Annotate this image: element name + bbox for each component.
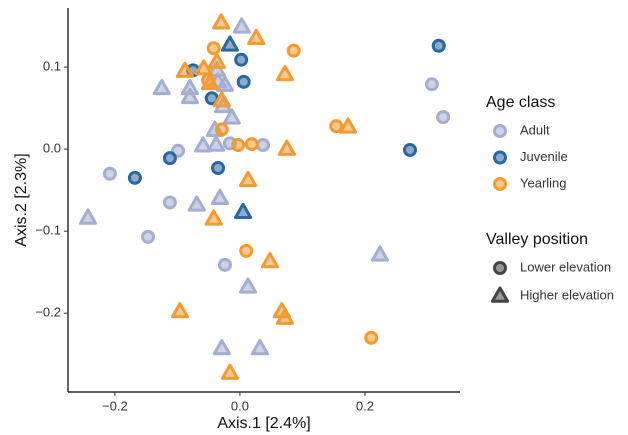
point-triangle xyxy=(212,339,231,356)
point-triangle xyxy=(232,17,251,34)
point-triangle xyxy=(194,59,213,76)
y-tick-label: 0.1 xyxy=(43,59,61,74)
shape-legend-swatch xyxy=(490,286,510,303)
point-triangle xyxy=(78,208,98,225)
point-triangle xyxy=(370,245,390,262)
point-circle xyxy=(329,119,344,134)
legend-label: Yearling xyxy=(520,175,567,190)
point-triangle xyxy=(212,91,231,108)
legend-swatch xyxy=(493,124,507,138)
point-circle xyxy=(214,122,229,137)
point-triangle xyxy=(220,35,240,52)
point-circle xyxy=(141,229,156,244)
point-triangle xyxy=(207,52,226,69)
point-circle xyxy=(424,77,439,92)
legend-label: Juvenile xyxy=(520,149,568,164)
point-circle xyxy=(211,161,226,175)
point-triangle xyxy=(207,135,226,152)
point-triangle xyxy=(152,78,171,96)
point-triangle xyxy=(277,139,296,156)
y-tick-label: −0.2 xyxy=(35,305,61,320)
legend-title: Age class xyxy=(486,94,555,111)
point-circle xyxy=(244,137,259,152)
point-circle xyxy=(162,151,177,166)
point-triangle xyxy=(247,28,266,46)
point-circle xyxy=(206,41,221,56)
y-tick-label: 0.0 xyxy=(43,141,61,156)
point-triangle xyxy=(175,61,195,78)
point-triangle xyxy=(220,363,240,380)
point-triangle xyxy=(215,75,235,92)
point-circle xyxy=(231,138,246,153)
point-circle xyxy=(171,143,186,158)
point-triangle xyxy=(210,188,230,206)
shape-legend-title: Valley position xyxy=(486,231,588,248)
point-triangle xyxy=(233,202,253,220)
point-triangle xyxy=(170,302,190,319)
point-circle xyxy=(239,243,254,258)
point-circle xyxy=(431,38,446,53)
point-triangle xyxy=(193,136,213,153)
point-triangle xyxy=(222,108,241,125)
y-axis-label: Axis.2 [2.3%] xyxy=(13,153,30,246)
legend-swatch xyxy=(493,150,507,165)
point-triangle xyxy=(238,170,258,188)
shape-legend-swatch xyxy=(493,261,507,275)
point-circle xyxy=(162,195,177,210)
point-triangle xyxy=(275,64,295,82)
x-tick-label: 0.0 xyxy=(231,398,249,413)
point-circle xyxy=(436,110,451,125)
point-circle xyxy=(256,138,271,153)
point-triangle xyxy=(204,209,223,226)
legend-label: Adult xyxy=(520,122,550,137)
point-circle xyxy=(286,43,301,58)
point-triangle xyxy=(200,73,220,91)
point-triangle xyxy=(338,117,358,134)
point-triangle xyxy=(238,277,258,294)
point-triangle xyxy=(275,308,295,325)
point-triangle xyxy=(180,87,200,105)
x-tick-label: 0.2 xyxy=(356,398,374,413)
point-circle xyxy=(102,166,117,181)
legend-swatch xyxy=(493,177,507,191)
point-circle xyxy=(364,330,379,345)
point-triangle xyxy=(187,195,206,212)
point-triangle xyxy=(212,13,231,30)
point-triangle xyxy=(260,252,280,269)
shape-legend-label: Lower elevation xyxy=(520,259,611,274)
point-circle xyxy=(217,257,232,272)
y-tick-label: −0.1 xyxy=(35,223,61,238)
point-circle xyxy=(234,52,249,67)
shape-legend-label: Higher elevation xyxy=(520,287,614,302)
point-triangle xyxy=(250,339,270,356)
point-circle xyxy=(402,142,417,157)
x-axis-label: Axis.1 [2.4%] xyxy=(217,415,310,432)
point-circle xyxy=(127,170,142,185)
point-circle xyxy=(236,74,251,89)
x-tick-label: −0.2 xyxy=(102,398,128,413)
